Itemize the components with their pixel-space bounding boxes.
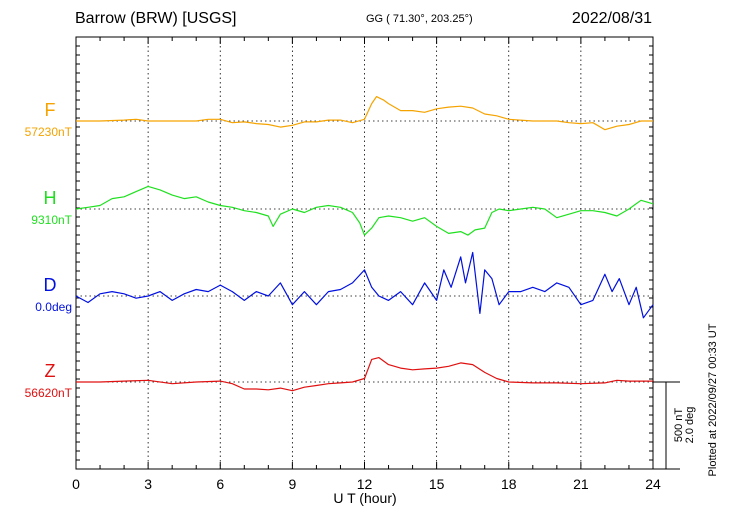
label-layer: 0 3 6 9 12 15 18 21 24 F 57230nT H 9310nT D 0.0deg Z 566… — [25, 100, 661, 492]
series-name-z: Z — [45, 361, 56, 381]
series-layer — [75, 95, 654, 392]
series-baseline-value-f: 57230nT — [25, 125, 73, 139]
plotted-at-label: Plotted at 2022/09/27 00:33 UT — [707, 323, 719, 476]
series-line-z — [76, 357, 653, 392]
x-tick-label-0: 0 — [72, 476, 80, 492]
series-line-h — [75, 185, 654, 236]
series-line-d — [75, 251, 654, 319]
x-tick-label-12: 12 — [357, 476, 373, 492]
series-line-f — [76, 95, 653, 131]
series-baseline-value-z: 56620nT — [25, 386, 73, 400]
coordinates-label: GG ( 71.30°, 203.25°) — [366, 13, 473, 25]
x-tick-label-3: 3 — [144, 476, 152, 492]
series-baseline-value-h: 9310nT — [31, 213, 72, 227]
scale-deg-label: 2.0 deg — [684, 407, 696, 444]
x-axis-label: U T (hour) — [333, 490, 396, 506]
x-tick-label-21: 21 — [573, 476, 589, 492]
series-name-f: F — [45, 100, 56, 120]
x-tick-label-18: 18 — [501, 476, 517, 492]
x-tick-label-15: 15 — [429, 476, 445, 492]
tick-layer — [75, 37, 654, 469]
series-baseline-value-d: 0.0deg — [35, 300, 72, 314]
series-name-h: H — [44, 188, 57, 208]
series-name-d: D — [44, 275, 57, 295]
baseline-layer — [76, 120, 653, 383]
scale-nt-label: 500 nT — [673, 408, 685, 443]
station-title: Barrow (BRW) [USGS] — [75, 10, 237, 27]
date-label: 2022/08/31 — [572, 10, 652, 27]
grid-layer — [147, 37, 582, 469]
scale-bar: 500 nT 2.0 deg — [653, 381, 696, 470]
x-tick-label-9: 9 — [288, 476, 296, 492]
x-tick-label-6: 6 — [216, 476, 224, 492]
x-tick-label-24: 24 — [645, 476, 661, 492]
